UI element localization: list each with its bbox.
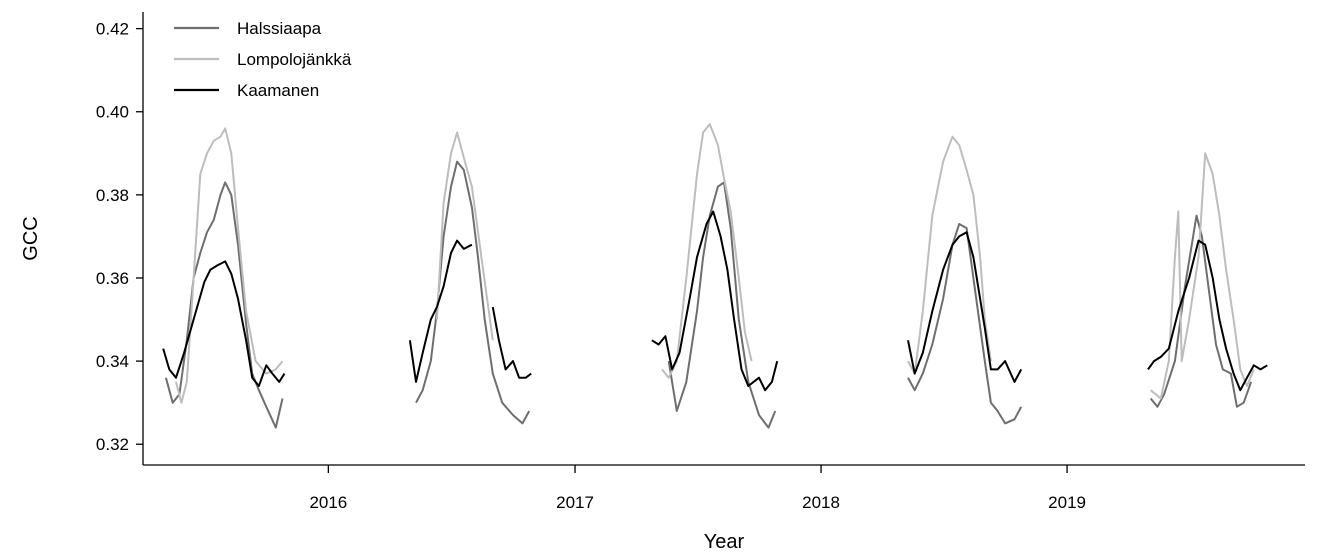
series-2-segment-2 xyxy=(491,306,532,379)
x-tick-label: 2018 xyxy=(802,493,840,512)
x-tick-label: 2019 xyxy=(1048,493,1086,512)
series-2-segment-5 xyxy=(1147,239,1268,392)
x-tick-label: 2017 xyxy=(556,493,594,512)
series-1-segment-3 xyxy=(907,135,992,375)
y-axis-title: GCC xyxy=(20,216,42,260)
y-tick-label: 0.36 xyxy=(96,269,129,288)
y-tick-label: 0.32 xyxy=(96,435,129,454)
ticks-layer: 0.32 0.34 0.36 0.38 0.40 0.42 2016 2017 2018 2019 xyxy=(96,20,1086,512)
series-0-segment-2 xyxy=(667,181,777,429)
series-2-segment-1 xyxy=(408,239,473,383)
series-0-segment-0 xyxy=(164,181,284,429)
legend: Halssiaapa Lompolojänkkä Kaamanen xyxy=(174,19,352,100)
series-2-segment-0 xyxy=(162,260,286,387)
series-0-segment-4 xyxy=(1149,214,1253,408)
axes-layer xyxy=(142,12,1305,466)
x-tick-label: 2016 xyxy=(309,493,347,512)
legend-label-1: Lompolojänkkä xyxy=(237,50,352,69)
series-1-segment-0 xyxy=(175,127,284,404)
y-tick-label: 0.40 xyxy=(96,103,129,122)
legend-label-2: Kaamanen xyxy=(237,81,319,100)
series-1-segment-1 xyxy=(435,131,494,341)
series-0-segment-3 xyxy=(907,223,1023,425)
y-tick-label: 0.38 xyxy=(96,186,129,205)
series-1-segment-2 xyxy=(661,123,753,379)
y-tick-label: 0.34 xyxy=(96,352,129,371)
series-0-segment-1 xyxy=(415,160,531,425)
y-tick-label: 0.42 xyxy=(96,20,129,39)
series-1-segment-4 xyxy=(1150,152,1255,400)
legend-label-0: Halssiaapa xyxy=(237,19,322,38)
series-2-segment-3 xyxy=(651,210,779,392)
series-layer xyxy=(162,123,1268,429)
series-2-segment-4 xyxy=(907,231,1023,383)
x-axis-title: Year xyxy=(704,531,745,553)
